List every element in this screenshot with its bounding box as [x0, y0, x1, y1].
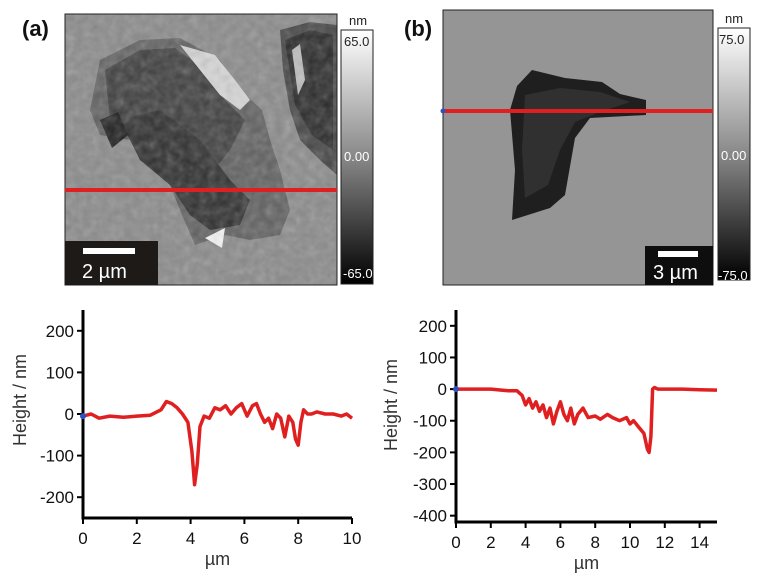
- y-tick-label-a: 100: [46, 363, 74, 382]
- y-tick-label-b: -200: [413, 443, 447, 462]
- panel-b-profile-start-marker: [440, 108, 446, 114]
- y-tick-label-a: 0: [65, 405, 74, 424]
- x-tick-label-a: 6: [240, 529, 249, 548]
- panel-b: (b) 3 µm nm 75.0 0.00 -75.0: [404, 9, 751, 286]
- panel-a-colorbar-unit: nm: [349, 13, 367, 28]
- x-tick-label-b: 14: [690, 533, 709, 552]
- panel-a-scalebar: 2 µm: [65, 241, 158, 285]
- y-tick-label-b: -100: [413, 412, 447, 431]
- panel-a-colorbar: nm 65.0 0.00 -65.0: [340, 13, 374, 285]
- x-axis-title-a: µm: [205, 549, 230, 569]
- panel-b-colorbar-mid: 0.00: [721, 148, 746, 163]
- panel-b-scalebar-label: 3 µm: [653, 262, 698, 284]
- x-tick-label-b: 12: [655, 533, 674, 552]
- x-tick-label-b: 2: [486, 533, 495, 552]
- profile-series-line-b: [456, 385, 718, 455]
- profile-series-line-a: [82, 399, 354, 487]
- height-profile-chart-b: -400 -300 -200 -100 0 100 200 0 2 4 6 8 10 12 14 µm Heig…: [381, 310, 718, 573]
- x-axis-title-b: µm: [574, 553, 599, 573]
- profile-start-marker-a: [80, 413, 86, 420]
- profile-start-marker-b: [453, 386, 459, 393]
- panel-a-afm-image: [64, 13, 338, 286]
- x-tick-label-a: 8: [293, 529, 302, 548]
- y-tick-label-a: 200: [46, 322, 74, 341]
- panel-b-colorbar-unit: nm: [725, 11, 743, 26]
- panel-a-colorbar-mid: 0.00: [344, 149, 369, 164]
- panel-a-colorbar-min: -65.0: [343, 266, 373, 281]
- y-tick-label-a: -200: [40, 488, 74, 507]
- y-tick-label-b: -300: [413, 475, 447, 494]
- x-tick-label-a: 10: [343, 529, 362, 548]
- y-axis-title-b: Height / nm: [381, 359, 401, 451]
- x-tick-label-a: 4: [186, 529, 195, 548]
- x-tick-label-b: 6: [556, 533, 565, 552]
- panel-a: (a) 2 µm nm 65.0 0.00 -65.0: [22, 13, 374, 286]
- panel-a-scalebar-label: 2 µm: [82, 261, 127, 283]
- panel-b-afm-image: [442, 9, 714, 286]
- y-tick-label-b: 200: [419, 317, 447, 336]
- panel-a-label: (a): [22, 16, 49, 41]
- panel-b-scalebar: 3 µm: [645, 246, 713, 285]
- y-axis-title-a: Height / nm: [10, 354, 30, 446]
- panel-b-colorbar: nm 75.0 0.00 -75.0: [717, 11, 751, 283]
- x-tick-label-a: 0: [78, 529, 87, 548]
- x-tick-label-b: 4: [521, 533, 530, 552]
- x-tick-label-b: 0: [451, 533, 460, 552]
- panel-b-label: (b): [404, 16, 432, 41]
- y-tick-label-b: -400: [413, 507, 447, 526]
- panel-b-colorbar-min: -75.0: [718, 268, 748, 283]
- x-tick-label-a: 2: [132, 529, 141, 548]
- x-tick-label-b: 8: [590, 533, 599, 552]
- y-tick-label-a: -100: [40, 447, 74, 466]
- y-tick-label-b: 0: [438, 380, 447, 399]
- y-tick-label-b: 100: [419, 348, 447, 367]
- panel-b-colorbar-max: 75.0: [719, 32, 744, 47]
- panel-a-colorbar-max: 65.0: [344, 34, 369, 49]
- x-tick-label-b: 10: [621, 533, 640, 552]
- height-profile-chart-a: -200 -100 0 100 200 0 2 4 6 8 10 µm Height / nm: [10, 310, 361, 569]
